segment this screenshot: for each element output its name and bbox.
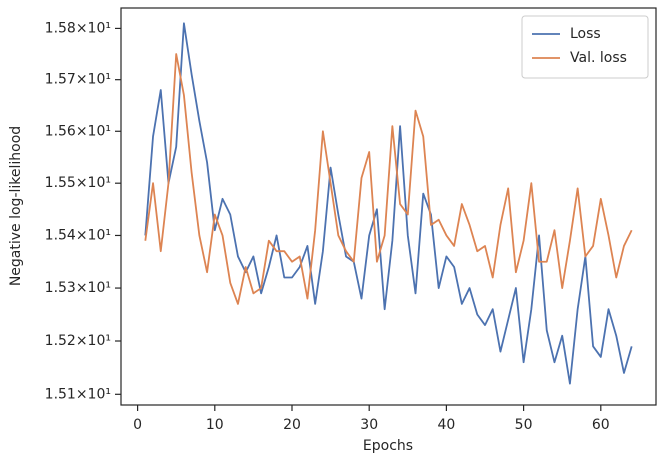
x-tick-label: 20 [283,417,301,433]
y-tick-label: 1.54×10¹ [45,227,111,243]
plot-frame [120,7,657,406]
x-tick-label: 60 [592,417,610,433]
x-tick-label: 0 [133,417,142,433]
y-tick-label: 1.56×10¹ [45,123,111,139]
x-axis-label: Epochs [363,438,413,454]
legend-label: Val. loss [570,50,627,66]
legend-box [521,15,649,79]
y-tick-label: 1.57×10¹ [45,72,111,88]
x-tick-label: 30 [360,417,378,433]
x-tick-label: 50 [515,417,533,433]
x-tick-label: 40 [437,417,455,433]
x-tick-label: 10 [206,417,224,433]
series-line [144,22,633,385]
legend-label: Loss [570,26,601,42]
y-tick-label: 1.52×10¹ [45,333,111,349]
y-tick-label: 1.58×10¹ [45,20,111,36]
y-axis-label: Negative log-likelihood [8,126,24,286]
y-tick-label: 1.51×10¹ [45,386,111,402]
y-tick-label: 1.53×10¹ [45,280,111,296]
series-line [144,53,633,305]
y-tick-label: 1.55×10¹ [45,175,111,191]
